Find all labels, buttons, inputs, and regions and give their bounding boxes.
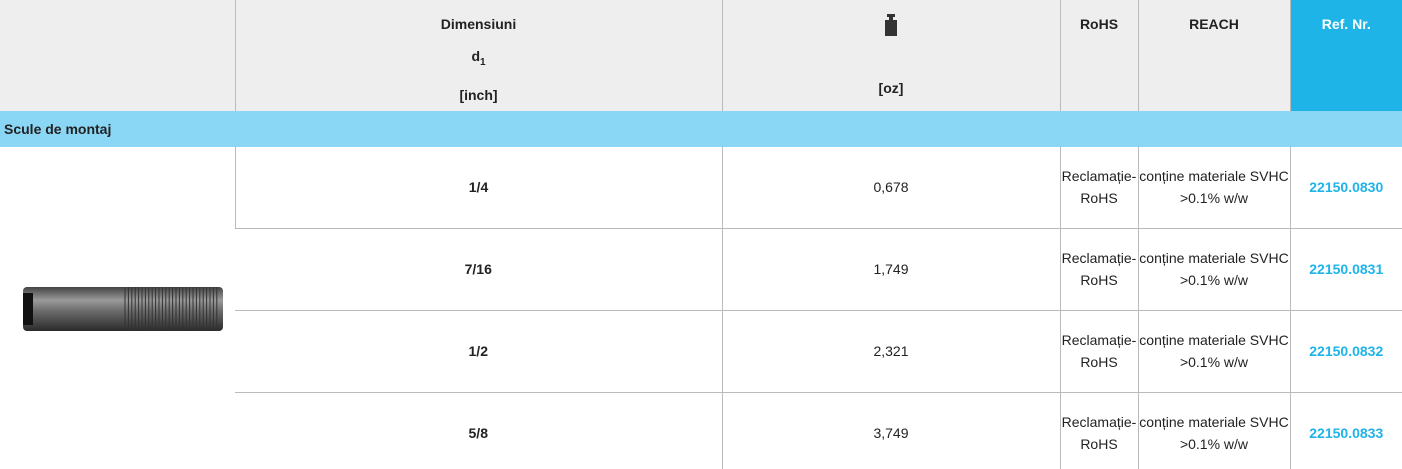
dimension-cell: 7/16 <box>235 228 722 310</box>
header-dimension: Dimensiuni d1 [inch] <box>235 0 722 111</box>
weight-cell: 1,749 <box>722 228 1060 310</box>
header-row: Dimensiuni d1 [inch] [oz] RoHS REACH Ref… <box>0 0 1402 111</box>
image-cell <box>0 147 235 469</box>
product-image <box>15 279 230 339</box>
ref-cell: 22150.0832 <box>1290 310 1402 392</box>
ref-cell: 22150.0831 <box>1290 228 1402 310</box>
header-weight: [oz] <box>722 0 1060 111</box>
section-label: Scule de montaj <box>0 111 1402 147</box>
weight-cell: 0,678 <box>722 147 1060 229</box>
dimension-unit: [inch] <box>236 79 722 111</box>
reach-cell: conține materiale SVHC >0.1% w/w <box>1138 392 1290 469</box>
ref-link[interactable]: 22150.0832 <box>1309 343 1383 359</box>
page: Dimensiuni d1 [inch] [oz] RoHS REACH Ref… <box>0 0 1402 469</box>
section-row: Scule de montaj <box>0 111 1402 147</box>
ref-cell: 22150.0833 <box>1290 392 1402 469</box>
rohs-cell: Reclamație-RoHS <box>1060 228 1138 310</box>
rohs-cell: Reclamație-RoHS <box>1060 392 1138 469</box>
header-ref: Ref. Nr. <box>1290 0 1402 111</box>
product-table: Dimensiuni d1 [inch] [oz] RoHS REACH Ref… <box>0 0 1402 469</box>
dimension-cell: 5/8 <box>235 392 722 469</box>
rohs-cell: Reclamație-RoHS <box>1060 310 1138 392</box>
reach-cell: conține materiale SVHC >0.1% w/w <box>1138 310 1290 392</box>
weight-cell: 2,321 <box>722 310 1060 392</box>
symbol: d <box>471 48 480 64</box>
weight-glyph <box>884 14 898 36</box>
ref-link[interactable]: 22150.0831 <box>1309 261 1383 277</box>
ref-link[interactable]: 22150.0830 <box>1309 179 1383 195</box>
dimension-cell: 1/4 <box>235 147 722 229</box>
subscript: 1 <box>480 57 486 68</box>
weight-unit: [oz] <box>723 72 1060 104</box>
header-reach: REACH <box>1138 0 1290 111</box>
header-image <box>0 0 235 111</box>
rohs-cell: Reclamație-RoHS <box>1060 147 1138 229</box>
reach-cell: conține materiale SVHC >0.1% w/w <box>1138 228 1290 310</box>
weight-cell: 3,749 <box>722 392 1060 469</box>
reach-title: REACH <box>1139 8 1290 40</box>
dimension-title: Dimensiuni <box>236 8 722 40</box>
ref-link[interactable]: 22150.0833 <box>1309 425 1383 441</box>
dimension-symbol: d1 <box>236 40 722 79</box>
rohs-title: RoHS <box>1061 8 1138 40</box>
dimension-cell: 1/2 <box>235 310 722 392</box>
header-rohs: RoHS <box>1060 0 1138 111</box>
weight-icon <box>723 8 1060 40</box>
reach-cell: conține materiale SVHC >0.1% w/w <box>1138 147 1290 229</box>
ref-cell: 22150.0830 <box>1290 147 1402 229</box>
ref-title: Ref. Nr. <box>1291 8 1402 40</box>
